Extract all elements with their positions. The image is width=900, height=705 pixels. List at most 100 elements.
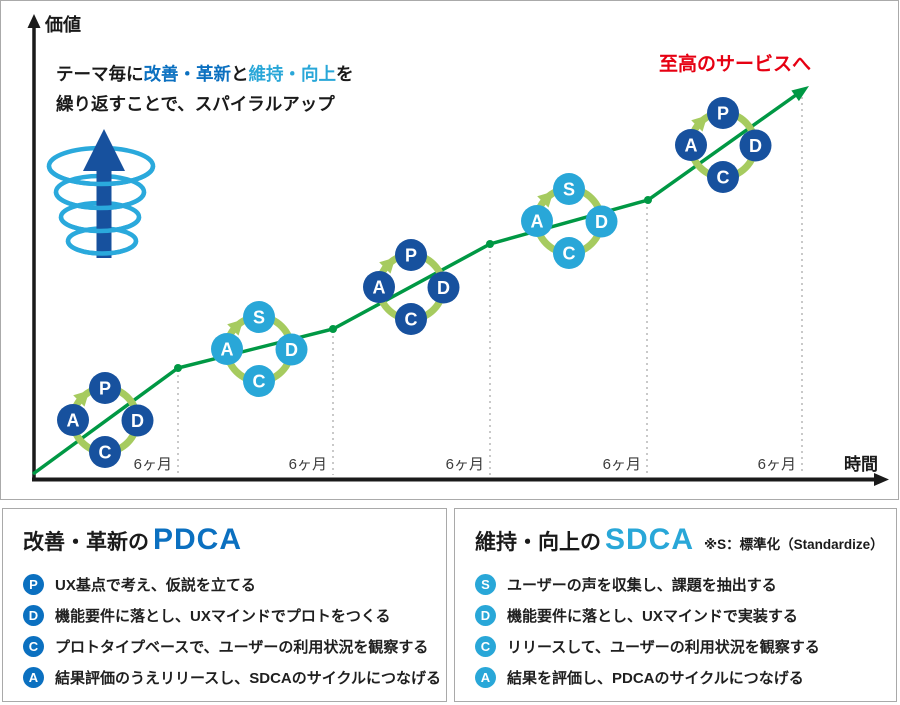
c-badge: C xyxy=(475,636,496,657)
node-c xyxy=(553,237,585,269)
node-a xyxy=(57,404,89,436)
growth-dot-1 xyxy=(174,364,182,372)
node-letter: D xyxy=(437,278,450,298)
panel-title-accent: SDCA xyxy=(605,523,695,556)
node-letter: S xyxy=(253,308,265,328)
node-c xyxy=(243,365,275,397)
node-d xyxy=(585,205,618,238)
x-axis-label: 時間 xyxy=(844,455,878,474)
node-letter: S xyxy=(563,180,575,200)
annotation-line2: 繰り返すことで、スパイラルアップ xyxy=(56,94,335,115)
interval-label-5: 6ヶ月 xyxy=(757,456,796,473)
node-a xyxy=(363,271,395,303)
growth-line-arrowhead-icon xyxy=(791,86,809,102)
interval-label-2: 6ヶ月 xyxy=(288,456,327,473)
sdca-panel: 維持・向上の SDCA ※S：標準化（Standardize） S ユーザーの声… xyxy=(454,508,897,702)
s-badge: S xyxy=(475,574,496,595)
list-item: C リリースして、ユーザーの利用状況を観察する xyxy=(475,631,896,662)
cycle-arrowhead-icon xyxy=(691,115,708,132)
item-text: 機能要件に落とし、UXマインドで実装する xyxy=(507,608,798,625)
node-a xyxy=(211,333,243,365)
node-letter: A xyxy=(67,411,80,431)
cycle-arrowhead-icon xyxy=(227,319,244,336)
growth-dot-3 xyxy=(486,240,494,248)
p-badge: P xyxy=(23,574,44,595)
item-text: 結果を評価し、PDCAのサイクルにつなげる xyxy=(507,670,804,687)
cycle-1-pdca: P A D C xyxy=(57,372,154,468)
spiral-up-chart: P A D C S A D C P A D xyxy=(0,0,899,500)
list-item: C プロトタイプベースで、ユーザーの利用状況を観察する xyxy=(23,631,446,662)
node-letter: A xyxy=(685,136,698,156)
d-badge: D xyxy=(475,605,496,626)
cycle-arrowhead-icon xyxy=(73,390,90,407)
growth-line xyxy=(31,93,798,476)
y-axis-arrowhead-icon xyxy=(27,14,41,28)
list-item: D 機能要件に落とし、UXマインドでプロトをつくる xyxy=(23,600,446,631)
node-letter: A xyxy=(221,340,234,360)
annotation-plain: を xyxy=(336,64,354,84)
c-badge: C xyxy=(23,636,44,657)
annotation-iji: 維持・向上 xyxy=(248,64,337,84)
panel-title-accent: PDCA xyxy=(153,523,243,556)
interval-label-4: 6ヶ月 xyxy=(602,456,641,473)
node-p xyxy=(89,372,121,404)
a-badge: A xyxy=(23,667,44,688)
node-letter: D xyxy=(285,340,298,360)
cycle-4-sdca: S A D C xyxy=(521,173,618,269)
node-c xyxy=(707,161,739,193)
node-letter: D xyxy=(131,411,144,431)
annotation-plain: テーマ毎に xyxy=(56,64,144,84)
item-text: ユーザーの声を収集し、課題を抽出する xyxy=(507,577,777,594)
node-d xyxy=(275,333,308,366)
goal-label: 至高のサービスへ xyxy=(659,54,812,75)
node-s xyxy=(553,173,585,205)
cycle-2-sdca: S A D C xyxy=(211,301,308,397)
cycle-arrowhead-icon xyxy=(379,257,396,274)
growth-dot-4 xyxy=(644,196,652,204)
panel-title-prefix: 維持・向上の xyxy=(475,531,601,554)
standardize-note: ※S：標準化（Standardize） xyxy=(704,537,884,552)
item-text: リリースして、ユーザーの利用状況を観察する xyxy=(507,639,820,656)
spiral-annotation: テーマ毎に改善・革新と維持・向上を 繰り返すことで、スパイラルアップ xyxy=(56,59,354,119)
node-letter: D xyxy=(595,212,608,232)
pdca-panel: 改善・革新の PDCA P UX基点で考え、仮説を立てる D 機能要件に落とし、… xyxy=(2,508,447,702)
chart-canvas: P A D C S A D C P A D xyxy=(27,14,889,486)
node-a xyxy=(675,129,707,161)
item-text: プロトタイプベースで、ユーザーの利用状況を観察する xyxy=(55,639,429,656)
cycle-5-pdca: P A D C xyxy=(675,97,772,193)
node-letter: C xyxy=(253,372,266,392)
pdca-panel-title: 改善・革新の PDCA xyxy=(23,523,446,557)
node-letter: A xyxy=(531,212,544,232)
node-a xyxy=(521,205,553,237)
node-letter: C xyxy=(99,443,112,463)
y-axis-label: 価値 xyxy=(45,15,81,35)
node-letter: A xyxy=(373,278,386,298)
interval-label-1: 6ヶ月 xyxy=(133,456,172,473)
list-item: S ユーザーの声を収集し、課題を抽出する xyxy=(475,569,896,600)
list-item: A 結果を評価し、PDCAのサイクルにつなげる xyxy=(475,662,896,693)
node-d xyxy=(427,271,460,304)
node-letter: C xyxy=(717,168,730,188)
item-text: 機能要件に落とし、UXマインドでプロトをつくる xyxy=(55,608,391,625)
node-letter: C xyxy=(563,244,576,264)
list-item: A 結果評価のうえリリースし、SDCAのサイクルにつなげる xyxy=(23,662,446,693)
cycle-3-pdca: P A D C xyxy=(363,239,460,335)
node-d xyxy=(121,404,154,437)
node-p xyxy=(395,239,427,271)
pdca-items: P UX基点で考え、仮説を立てる D 機能要件に落とし、UXマインドでプロトをつ… xyxy=(23,569,446,693)
node-c xyxy=(89,436,121,468)
node-c xyxy=(395,303,427,335)
annotation-line1: テーマ毎に改善・革新と維持・向上を xyxy=(56,59,354,89)
sdca-panel-title: 維持・向上の SDCA ※S：標準化（Standardize） xyxy=(475,523,896,557)
node-letter: P xyxy=(99,379,111,399)
interval-label-3: 6ヶ月 xyxy=(445,456,484,473)
cycle-arrowhead-icon xyxy=(537,191,554,208)
node-letter: D xyxy=(749,136,762,156)
spiral-up-icon xyxy=(46,129,156,258)
item-text: 結果評価のうえリリースし、SDCAのサイクルにつなげる xyxy=(55,670,442,687)
node-s xyxy=(243,301,275,333)
list-item: D 機能要件に落とし、UXマインドで実装する xyxy=(475,600,896,631)
up-arrow-icon xyxy=(83,129,125,258)
node-letter: P xyxy=(717,104,729,124)
sdca-items: S ユーザーの声を収集し、課題を抽出する D 機能要件に落とし、UXマインドで実… xyxy=(475,569,896,693)
